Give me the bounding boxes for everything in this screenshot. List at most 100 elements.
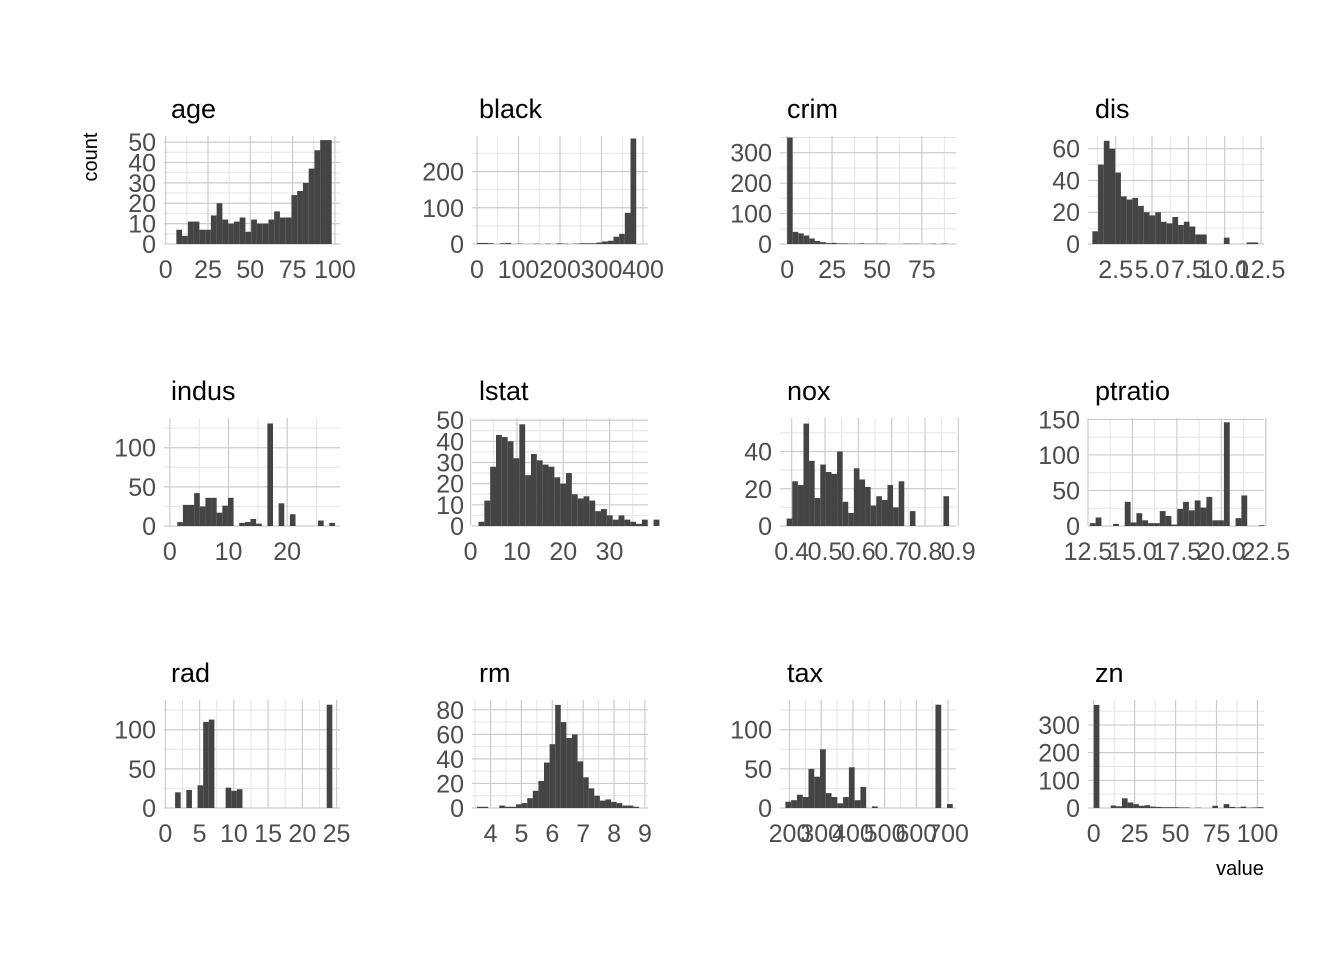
x-tick-label: 75 [279, 256, 307, 284]
y-tick-label: 0 [1066, 231, 1080, 259]
histogram-bar [1127, 802, 1134, 808]
histogram-bar [1116, 806, 1122, 808]
y-tick-label: 20 [436, 770, 464, 798]
histogram-bar [837, 803, 844, 808]
y-tick-label: 100 [114, 435, 156, 463]
x-tick-label: 400 [622, 256, 664, 284]
y-tick-label: 20 [744, 476, 772, 504]
facet-title-age: age [171, 94, 216, 124]
histogram-bar [842, 501, 849, 526]
y-tick-label: 40 [436, 428, 464, 456]
histogram-bar [239, 217, 246, 244]
histogram-bar [860, 786, 867, 808]
histogram-bar [478, 521, 485, 526]
histogram-bar [211, 497, 217, 526]
x-tick-label: 0 [158, 820, 172, 848]
y-tick-label: 0 [450, 795, 464, 823]
x-tick-label: 0.8 [908, 538, 943, 566]
histogram-bar [616, 803, 623, 808]
histogram-bar [187, 221, 194, 244]
histogram-bar [630, 521, 637, 526]
histogram-bar [233, 221, 240, 244]
x-tick-label: 10.0 [1200, 256, 1249, 284]
y-tick-label: 200 [1038, 740, 1080, 768]
histogram-bar [836, 243, 843, 244]
facet-title-indus: indus [171, 376, 236, 406]
histogram-bar [519, 424, 526, 526]
histogram-bar [216, 512, 223, 526]
histogram-bar [1200, 507, 1207, 526]
histogram-bar [245, 231, 252, 244]
y-tick-label: 100 [730, 717, 772, 745]
histogram-bar [825, 793, 832, 808]
histogram-bar [1093, 704, 1100, 808]
histogram-bar [1171, 524, 1178, 526]
histogram-bar [837, 451, 843, 526]
y-tick-label: 100 [422, 195, 464, 223]
histogram-bar [1234, 807, 1241, 808]
y-tick-label: 50 [128, 474, 156, 502]
histogram-bar [1218, 520, 1224, 526]
y-tick-label: 0 [758, 231, 772, 259]
histogram-bar [239, 522, 245, 526]
y-tick-label: 100 [1038, 442, 1080, 470]
histogram-bar [1124, 501, 1131, 526]
histogram-bar [590, 243, 597, 244]
histogram-bar [1138, 805, 1145, 808]
histogram-bar [1150, 806, 1156, 808]
histogram-bar [513, 458, 520, 526]
x-tick-label: 600 [896, 820, 938, 848]
facet-title-dis: dis [1095, 94, 1130, 124]
histogram-bar [1200, 234, 1207, 244]
histogram-bar [560, 722, 567, 808]
histogram-bar [177, 522, 183, 526]
y-tick-label: 10 [128, 211, 156, 239]
histogram-bar [786, 518, 793, 526]
histogram-bar [814, 240, 821, 244]
histogram-bar [1183, 221, 1190, 244]
x-tick-label: 7 [576, 820, 590, 848]
histogram-bar [531, 454, 537, 526]
histogram-bar [871, 806, 878, 808]
histogram-bar [599, 800, 606, 808]
x-tick-label: 22.5 [1241, 538, 1290, 566]
histogram-bar [820, 464, 826, 526]
histogram-bar [536, 460, 543, 526]
histogram-bar [1160, 221, 1167, 244]
histogram-bar [250, 518, 257, 526]
facet-title-black: black [479, 94, 543, 124]
histogram-bar [216, 203, 223, 244]
histogram-bar [228, 223, 234, 244]
histogram-bar [624, 212, 631, 244]
x-tick-label: 5 [193, 820, 207, 848]
histogram-bar [583, 496, 590, 526]
x-tick-label: 17.5 [1153, 538, 1202, 566]
histogram-bar [1212, 805, 1218, 808]
y-tick-label: 60 [1052, 136, 1080, 164]
histogram-bar [236, 789, 243, 808]
histogram-bar [585, 243, 591, 244]
histogram-bar [285, 217, 292, 244]
histogram-bar [555, 704, 561, 808]
histogram-bar [1223, 422, 1230, 526]
facet-title-lstat: lstat [479, 376, 529, 406]
histogram-bar [859, 479, 866, 526]
histogram-bar [1103, 140, 1110, 244]
y-tick-label: 100 [114, 717, 156, 745]
x-tick-label: 4 [484, 820, 498, 848]
histogram-bar [848, 767, 855, 808]
y-tick-label: 0 [758, 513, 772, 541]
histogram-bar [1144, 805, 1151, 808]
histogram-bar [476, 806, 483, 808]
histogram-bar [182, 504, 189, 526]
histogram-bar [193, 221, 200, 244]
y-tick-label: 300 [730, 140, 772, 168]
x-tick-label: 7.5 [1171, 256, 1206, 284]
histogram-bar [1165, 516, 1172, 526]
histogram-bar [1098, 164, 1104, 244]
histogram-bar [803, 235, 810, 244]
y-tick-label: 80 [436, 697, 464, 725]
x-tick-label: 0 [159, 256, 173, 284]
